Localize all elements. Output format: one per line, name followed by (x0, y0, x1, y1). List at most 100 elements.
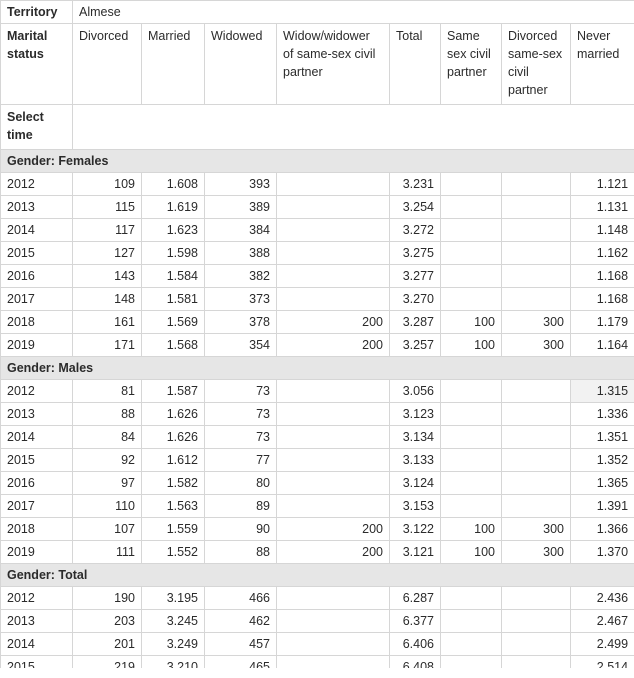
value-cell: 6.377 (389, 609, 441, 633)
value-cell: 382 (204, 264, 277, 288)
value-cell: 6.406 (389, 632, 441, 656)
value-cell: 2.467 (569, 609, 634, 633)
value-cell (501, 379, 571, 403)
value-cell: 300 (501, 517, 571, 541)
year-cell: 2015 (0, 655, 73, 668)
table-row: 2013 88 1.626 73 3.123 1.336 (0, 402, 634, 426)
year-cell: 2014 (0, 425, 73, 449)
value-cell (276, 586, 390, 610)
column-header[interactable]: Widowed (204, 23, 277, 105)
value-cell: 3.245 (141, 609, 205, 633)
value-cell: 89 (204, 494, 277, 518)
value-cell: 3.270 (389, 287, 441, 311)
value-cell: 90 (204, 517, 277, 541)
value-cell (501, 195, 571, 219)
value-cell (440, 609, 502, 633)
table-row: 2013 115 1.619 389 3.254 1.131 (0, 195, 634, 219)
value-cell: 389 (204, 195, 277, 219)
value-cell (440, 448, 502, 472)
value-cell: 100 (440, 310, 502, 334)
value-cell: 117 (72, 218, 142, 242)
value-cell: 1.370 (569, 540, 634, 564)
value-cell: 1.584 (141, 264, 205, 288)
select-time-label[interactable]: Select time (0, 104, 73, 150)
group-label: Gender: Males (0, 356, 634, 380)
value-cell: 107 (72, 517, 142, 541)
value-cell: 1.121 (569, 172, 634, 196)
value-cell: 1.336 (569, 402, 634, 426)
value-cell: 1.626 (141, 402, 205, 426)
value-cell (276, 402, 390, 426)
value-cell: 378 (204, 310, 277, 334)
value-cell (440, 586, 502, 610)
marital-status-label: Marital status (0, 23, 73, 105)
value-cell (440, 471, 502, 495)
year-cell: 2018 (0, 517, 73, 541)
value-cell (501, 632, 571, 656)
value-cell: 190 (72, 586, 142, 610)
value-cell: 3.153 (389, 494, 441, 518)
column-header[interactable]: Married (141, 23, 205, 105)
value-cell: 3.287 (389, 310, 441, 334)
column-header[interactable]: Total (389, 23, 441, 105)
table-row: 2012 109 1.608 393 3.231 1.121 (0, 172, 634, 196)
year-cell: 2015 (0, 448, 73, 472)
value-cell: 1.559 (141, 517, 205, 541)
value-cell: 127 (72, 241, 142, 265)
value-cell: 462 (204, 609, 277, 633)
value-cell: 100 (440, 333, 502, 357)
value-cell: 148 (72, 287, 142, 311)
column-header[interactable]: Widow/widower of same-sex civil partner (276, 23, 390, 105)
year-cell: 2012 (0, 172, 73, 196)
table-row: 2014 84 1.626 73 3.134 1.351 (0, 425, 634, 449)
territory-value[interactable]: Almese (71, 0, 634, 24)
value-cell: 3.231 (389, 172, 441, 196)
value-cell: 73 (204, 402, 277, 426)
value-cell: 3.257 (389, 333, 441, 357)
value-cell: 88 (72, 402, 142, 426)
value-cell: 1.569 (141, 310, 205, 334)
group-row: Gender: Females (0, 149, 634, 173)
column-header[interactable]: Divorced (72, 23, 142, 105)
value-cell: 2.436 (569, 586, 634, 610)
bottom-margin (0, 668, 634, 678)
value-cell: 88 (204, 540, 277, 564)
value-cell: 84 (72, 425, 142, 449)
value-cell: 143 (72, 264, 142, 288)
value-cell (276, 632, 390, 656)
value-cell: 300 (501, 333, 571, 357)
group-row: Gender: Total (0, 563, 634, 587)
group-label: Gender: Total (0, 563, 634, 587)
select-time-spacer (71, 104, 634, 150)
value-cell: 1.351 (569, 425, 634, 449)
value-cell: 1.626 (141, 425, 205, 449)
value-cell: 354 (204, 333, 277, 357)
value-cell (276, 264, 390, 288)
table-row: 2017 110 1.563 89 3.153 1.391 (0, 494, 634, 518)
column-header[interactable]: Divorced same-sex civil partner (501, 23, 571, 105)
value-cell (440, 195, 502, 219)
table-row: 2012 190 3.195 466 6.287 2.436 (0, 586, 634, 610)
value-cell: 81 (72, 379, 142, 403)
value-cell (501, 425, 571, 449)
value-cell: 161 (72, 310, 142, 334)
value-cell: 6.408 (389, 655, 441, 668)
value-cell: 92 (72, 448, 142, 472)
value-cell: 300 (501, 310, 571, 334)
value-cell: 457 (204, 632, 277, 656)
value-cell: 110 (72, 494, 142, 518)
value-cell (501, 494, 571, 518)
value-cell: 115 (72, 195, 142, 219)
year-cell: 2012 (0, 586, 73, 610)
value-cell: 1.162 (569, 241, 634, 265)
column-header[interactable]: Never married (569, 23, 634, 105)
value-cell: 3.133 (389, 448, 441, 472)
value-cell (501, 448, 571, 472)
column-header[interactable]: Same sex civil partner (440, 23, 502, 105)
table-row: 2012 81 1.587 73 3.056 1.315 (0, 379, 634, 403)
table-row: 2014 201 3.249 457 6.406 2.499 (0, 632, 634, 656)
value-cell (501, 172, 571, 196)
value-cell: 1.365 (569, 471, 634, 495)
